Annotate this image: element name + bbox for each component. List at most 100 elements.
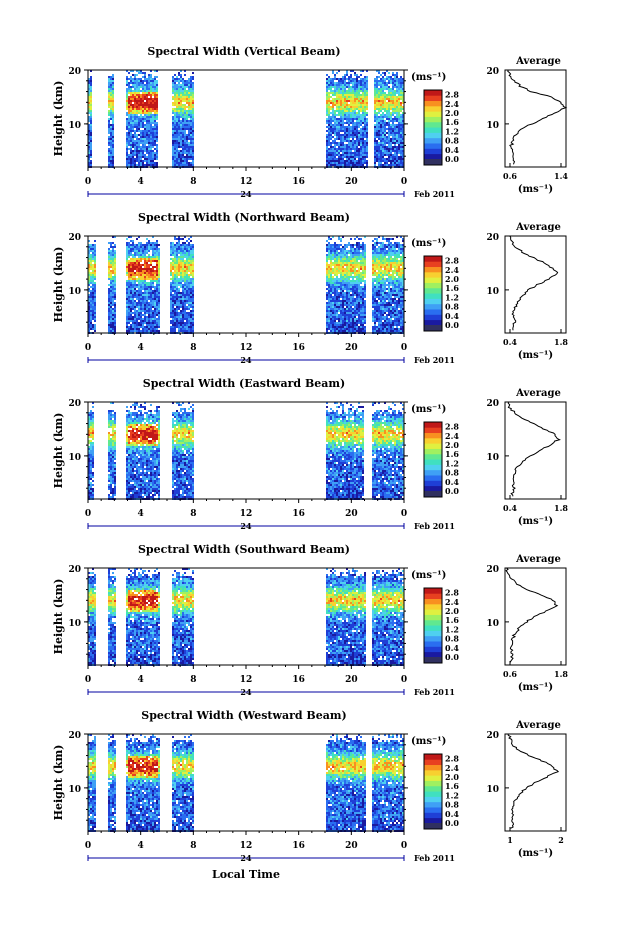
heatmap-cell bbox=[178, 160, 180, 162]
heatmap-cell bbox=[142, 136, 144, 138]
heatmap-cell bbox=[336, 84, 338, 86]
heatmap-cell bbox=[188, 126, 190, 128]
heatmap-cell bbox=[362, 142, 364, 144]
heatmap-cell bbox=[140, 114, 142, 116]
heatmap-cell bbox=[340, 156, 342, 158]
heatmap-cell bbox=[332, 116, 334, 118]
heatmap-cell bbox=[112, 90, 114, 92]
heatmap-cell bbox=[384, 132, 386, 134]
heatmap-cell bbox=[334, 128, 336, 130]
heatmap-cell bbox=[334, 296, 336, 298]
heatmap-cell bbox=[332, 328, 334, 330]
heatmap-cell bbox=[138, 142, 140, 144]
heatmap-cell bbox=[390, 134, 392, 136]
y-axis-label: Height (km) bbox=[52, 81, 65, 157]
heatmap-cell bbox=[190, 302, 192, 304]
heatmap-cell bbox=[182, 92, 184, 94]
heatmap-cell bbox=[332, 316, 334, 318]
heatmap-cell bbox=[90, 164, 92, 166]
heatmap-cell bbox=[192, 304, 194, 306]
heatmap-cell bbox=[90, 294, 92, 296]
heatmap-cell bbox=[394, 124, 396, 126]
heatmap-cell bbox=[398, 84, 400, 86]
heatmap-cell bbox=[390, 106, 392, 108]
heatmap-cell bbox=[150, 324, 152, 326]
heatmap-cell bbox=[152, 318, 154, 320]
heatmap-cell bbox=[398, 128, 400, 130]
heatmap-cell bbox=[328, 312, 330, 314]
heatmap-cell bbox=[190, 240, 192, 242]
heatmap-cell bbox=[174, 98, 176, 100]
heatmap-cell bbox=[150, 300, 152, 302]
heatmap-cell bbox=[366, 102, 368, 104]
heatmap-cell bbox=[144, 148, 146, 150]
heatmap-cell bbox=[178, 284, 180, 286]
heatmap-cell bbox=[144, 314, 146, 316]
heatmap-cell bbox=[330, 322, 332, 324]
heatmap-cell bbox=[144, 80, 146, 82]
heatmap-cell bbox=[328, 258, 330, 260]
heatmap-cell bbox=[178, 270, 180, 272]
heatmap-cell bbox=[182, 262, 184, 264]
heatmap-cell bbox=[380, 98, 382, 100]
heatmap-cell bbox=[144, 116, 146, 118]
heatmap-cell bbox=[94, 274, 96, 276]
heatmap-cell bbox=[346, 154, 348, 156]
heatmap-cell bbox=[146, 108, 148, 110]
heatmap-cell bbox=[110, 84, 112, 86]
heatmap-cell bbox=[146, 116, 148, 118]
heatmap-cell bbox=[348, 148, 350, 150]
heatmap-cell bbox=[186, 122, 188, 124]
heatmap-cell bbox=[374, 138, 376, 140]
heatmap-cell bbox=[392, 74, 394, 76]
heatmap-cell bbox=[90, 116, 92, 118]
heatmap-cell bbox=[186, 128, 188, 130]
heatmap-cell bbox=[138, 326, 140, 328]
heatmap-cell bbox=[346, 98, 348, 100]
heatmap-cell bbox=[108, 290, 110, 292]
heatmap-cell bbox=[154, 306, 156, 308]
heatmap-cell bbox=[114, 246, 116, 248]
heatmap-cell bbox=[148, 118, 150, 120]
heatmap-cell bbox=[154, 302, 156, 304]
heatmap-cell bbox=[132, 124, 134, 126]
heatmap-cell bbox=[136, 100, 138, 102]
heatmap-cell bbox=[146, 256, 148, 258]
heatmap-cell bbox=[374, 154, 376, 156]
heatmap-cell bbox=[346, 100, 348, 102]
heatmap-cell bbox=[366, 152, 368, 154]
heatmap-cell bbox=[144, 74, 146, 76]
heatmap-cell bbox=[130, 330, 132, 332]
heatmap-cell bbox=[156, 106, 158, 108]
heatmap-cell bbox=[128, 326, 130, 328]
heatmap-cell bbox=[110, 264, 112, 266]
heatmap-cell bbox=[340, 252, 342, 254]
heatmap-cell bbox=[152, 102, 154, 104]
heatmap-cell bbox=[364, 134, 366, 136]
heatmap-cell bbox=[142, 134, 144, 136]
heatmap-cell bbox=[126, 122, 128, 124]
heatmap-cell bbox=[90, 138, 92, 140]
heatmap-cell bbox=[338, 86, 340, 88]
heatmap-cell bbox=[334, 142, 336, 144]
heatmap-cell bbox=[178, 256, 180, 258]
heatmap-cell bbox=[92, 282, 94, 284]
heatmap-cell bbox=[136, 272, 138, 274]
heatmap-cell bbox=[156, 128, 158, 130]
heatmap-cell bbox=[188, 306, 190, 308]
heatmap-cell bbox=[154, 162, 156, 164]
heatmap-cell bbox=[336, 150, 338, 152]
heatmap-cell bbox=[152, 88, 154, 90]
heatmap-cell bbox=[192, 330, 194, 332]
heatmap-cell bbox=[182, 300, 184, 302]
heatmap-cell bbox=[94, 324, 96, 326]
heatmap-cell bbox=[92, 294, 94, 296]
heatmap-cell bbox=[192, 108, 194, 110]
heatmap-cell bbox=[362, 158, 364, 160]
heatmap-cell bbox=[374, 156, 376, 158]
heatmap-cell bbox=[178, 248, 180, 250]
heatmap-cell bbox=[376, 88, 378, 90]
heatmap-cell bbox=[190, 112, 192, 114]
heatmap-cell bbox=[332, 330, 334, 332]
heatmap-cell bbox=[182, 152, 184, 154]
